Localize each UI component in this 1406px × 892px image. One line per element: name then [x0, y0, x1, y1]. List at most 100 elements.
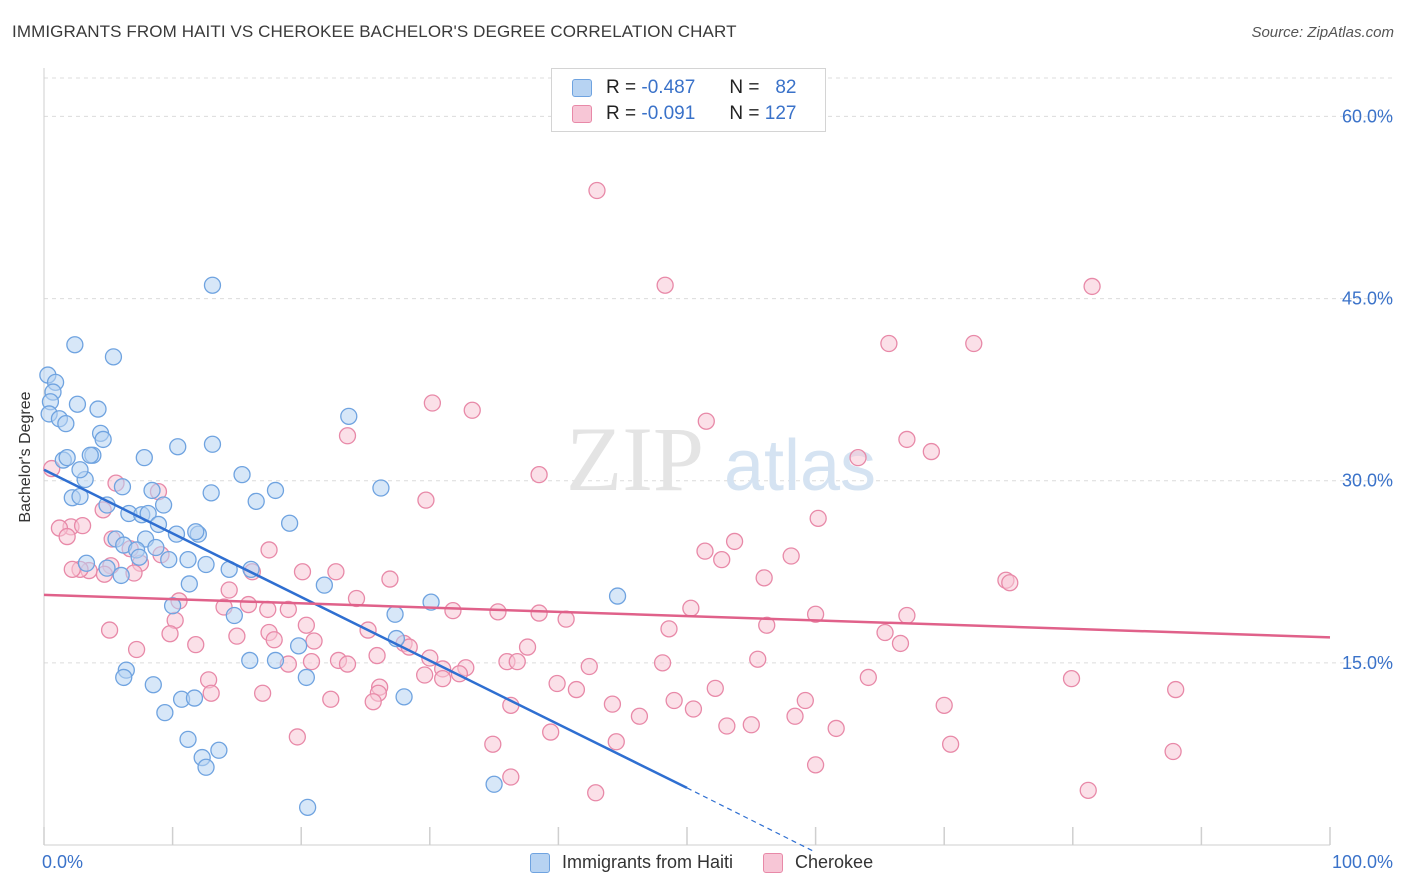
cherokee-point — [1001, 574, 1019, 592]
cherokee-point — [588, 181, 606, 200]
cherokee-point — [965, 334, 983, 353]
cherokee-point — [423, 394, 442, 412]
cherokee-point — [749, 650, 767, 668]
legend-swatch-cherokee — [763, 852, 784, 873]
cherokee-point — [1079, 781, 1097, 800]
cherokee-point — [922, 442, 940, 461]
haiti-point — [144, 676, 162, 694]
cherokee-point — [607, 733, 625, 751]
haiti-point — [130, 548, 148, 566]
cherokee-point — [653, 654, 672, 672]
source-label: Source: ZipAtlas.com — [1251, 24, 1394, 41]
y-tick-label: 15.0% — [1342, 653, 1393, 673]
legend-n-value: 127 — [764, 103, 797, 124]
haiti-point — [233, 465, 251, 484]
cherokee-point — [587, 784, 605, 802]
cherokee-point — [530, 465, 548, 484]
haiti-point — [202, 484, 220, 502]
cherokee-point — [338, 427, 357, 445]
cherokee-point — [368, 646, 386, 665]
cherokee-point — [417, 491, 435, 509]
cherokee-point — [580, 657, 598, 676]
cherokee-point — [603, 695, 622, 713]
haiti-point — [241, 651, 259, 670]
cherokee-trend-line — [43, 593, 1331, 639]
cherokee-point — [265, 631, 283, 649]
haiti-point — [71, 461, 89, 479]
cherokee-point — [220, 581, 238, 599]
haiti-point — [89, 400, 107, 418]
cherokee-point — [279, 600, 297, 619]
haiti-point — [66, 336, 84, 354]
cherokee-point — [713, 550, 731, 569]
cherokee-point — [758, 616, 776, 634]
cherokee-point — [444, 601, 462, 620]
cherokee-point — [434, 669, 452, 688]
haiti-point — [179, 550, 197, 569]
haiti-point — [77, 554, 96, 572]
haiti-point — [160, 550, 178, 569]
haiti-point — [143, 481, 161, 500]
cherokee-point — [806, 756, 825, 774]
legend-row-cherokee: R = -0.091 N = 127 — [572, 102, 796, 126]
watermark: ZIP atlas — [566, 408, 876, 510]
cherokee-point — [288, 728, 306, 746]
cherokee-point — [1062, 669, 1081, 688]
haiti-point — [185, 689, 204, 707]
cherokee-point — [827, 719, 845, 738]
haiti-point — [386, 605, 404, 623]
haiti-point — [187, 523, 205, 541]
cherokee-point — [941, 735, 960, 753]
haiti-point — [197, 758, 215, 776]
cherokee-point — [682, 599, 700, 617]
haiti-point — [68, 395, 87, 413]
cherokee-point — [898, 430, 916, 449]
cherokee-point — [796, 691, 814, 710]
cherokee-point — [697, 412, 715, 430]
cherokee-point — [202, 684, 220, 702]
haiti-point — [608, 587, 627, 605]
cherokee-point — [508, 652, 526, 671]
cherokee-point — [696, 542, 714, 560]
legend-item-cherokee: Cherokee — [763, 852, 873, 873]
haiti-point — [266, 651, 285, 670]
cherokee-point — [809, 509, 827, 528]
haiti-trend-extension — [686, 787, 816, 853]
cherokee-point — [849, 448, 867, 467]
legend-swatch-haiti — [572, 79, 592, 97]
cherokee-point — [347, 589, 366, 608]
y-tick-label: 60.0% — [1342, 106, 1393, 126]
legend-n-label: N = — [729, 77, 760, 98]
haiti-point — [163, 597, 182, 615]
cherokee-point — [891, 634, 910, 653]
legend-r-value: -0.487 — [641, 77, 696, 98]
cherokee-point — [253, 684, 272, 702]
haiti-point — [156, 703, 174, 722]
haiti-point — [57, 414, 75, 433]
haiti-point — [112, 566, 130, 585]
haiti-point — [98, 559, 116, 577]
haiti-point — [485, 775, 503, 793]
haiti-point — [372, 479, 390, 497]
cherokee-point — [782, 547, 800, 565]
cherokee-point — [518, 638, 537, 656]
cherokee-point — [502, 768, 520, 786]
cherokee-point — [58, 527, 76, 546]
legend-swatch-haiti — [530, 852, 550, 873]
axes — [43, 68, 1331, 846]
legend-row-haiti: R = -0.487 N = 82 — [572, 76, 796, 100]
watermark-zip: ZIP — [566, 408, 704, 510]
cherokee-point — [725, 532, 744, 551]
cherokee-point — [416, 666, 434, 684]
legend-r-label: R = — [606, 103, 637, 124]
haiti-point — [113, 478, 132, 496]
cherokee-point — [898, 606, 916, 625]
cherokee-point — [327, 563, 345, 581]
x-axis-min-label: 0.0% — [42, 852, 84, 872]
cherokee-point — [660, 620, 678, 638]
haiti-point — [340, 407, 358, 426]
cherokee-point — [755, 569, 773, 587]
haiti-point — [197, 555, 215, 574]
cherokee-point — [786, 707, 804, 725]
legend-label-cherokee: Cherokee — [795, 852, 874, 872]
